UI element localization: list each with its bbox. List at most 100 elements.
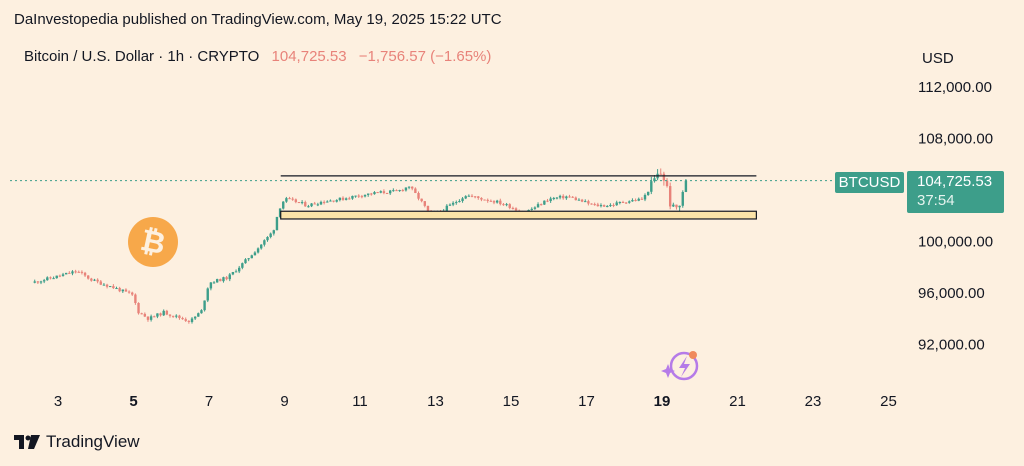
candle-body <box>64 272 68 275</box>
candle-body <box>615 202 618 206</box>
last-price: 104,725.53 <box>271 48 347 65</box>
candle-body <box>533 207 537 209</box>
candle-body <box>93 279 96 281</box>
candle-body <box>140 313 143 315</box>
candle-body <box>184 319 187 321</box>
candle-body <box>253 252 257 256</box>
tradingview-logo[interactable]: TradingView <box>14 432 140 452</box>
candle-body <box>631 200 634 202</box>
candle-body <box>678 205 681 208</box>
candle-body <box>83 272 87 276</box>
candle-body <box>492 201 496 203</box>
candle-body <box>423 201 427 206</box>
candle-body <box>499 200 502 205</box>
candle-body <box>168 314 172 316</box>
candle-body <box>228 274 231 280</box>
candle-body <box>319 201 323 205</box>
x-tick-label: 15 <box>503 393 520 410</box>
x-tick-label: 9 <box>280 393 288 410</box>
symbol-name[interactable]: Bitcoin / U.S. Dollar · 1h · CRYPTO <box>24 48 260 65</box>
candle-body <box>46 277 49 281</box>
candle-body <box>159 313 162 316</box>
candle-body <box>294 199 298 203</box>
candle-body <box>269 233 272 237</box>
y-tick-label: 96,000.00 <box>918 285 985 302</box>
x-tick-label: 5 <box>129 393 137 410</box>
price-axis-tag: 104,725.53 37:54 <box>907 171 1004 213</box>
candle-body <box>39 281 43 283</box>
candle-body <box>332 200 335 202</box>
candle-body <box>470 195 474 197</box>
candle-body <box>511 207 515 209</box>
candle-body <box>483 199 486 201</box>
candle-body <box>451 202 455 205</box>
candle-body <box>190 318 194 322</box>
candle-body <box>640 198 644 200</box>
x-tick-label: 7 <box>205 393 213 410</box>
candle-body <box>650 181 653 192</box>
candle-body <box>363 194 367 197</box>
price-tag-value: 104,725.53 <box>917 173 993 190</box>
y-tick-label: 100,000.00 <box>918 234 993 251</box>
x-tick-label: 17 <box>578 393 595 410</box>
candle-body <box>549 198 552 202</box>
candle-body <box>379 191 382 193</box>
candle-body <box>36 281 40 283</box>
candle-body <box>231 272 235 275</box>
candle-body <box>124 289 128 292</box>
candle-body <box>417 193 420 199</box>
candle-body <box>338 197 342 201</box>
candle-body <box>322 201 326 203</box>
candle-body <box>105 284 109 287</box>
candle-body <box>612 204 615 206</box>
sparkle-icon <box>661 364 675 378</box>
candle-body <box>153 316 156 318</box>
candle-body <box>42 280 46 282</box>
y-tick-label: 92,000.00 <box>918 337 985 354</box>
candle-body <box>672 204 675 207</box>
candle-body <box>568 196 571 198</box>
candle-body <box>162 310 165 316</box>
candle-body <box>112 286 115 289</box>
candle-body <box>234 271 238 273</box>
notification-dot-icon <box>689 351 697 359</box>
candle-body <box>55 275 58 279</box>
candle-body <box>344 198 348 200</box>
x-tick-label: 11 <box>352 393 368 410</box>
candle-body <box>668 186 672 207</box>
candle-body <box>508 204 511 208</box>
candle-body <box>407 186 411 188</box>
candle-body <box>546 200 549 202</box>
candle-body <box>99 281 102 285</box>
candle-body <box>376 192 379 194</box>
candle-body <box>49 277 52 279</box>
candle-body <box>395 190 398 192</box>
candle-body <box>297 202 301 204</box>
candle-body <box>357 195 360 197</box>
candle-body <box>200 310 203 314</box>
candle-body <box>477 196 480 198</box>
symbol-legend: Bitcoin / U.S. Dollar · 1h · CRYPTO 104,… <box>24 48 491 65</box>
candle-body <box>131 292 134 295</box>
candle-body <box>165 310 169 315</box>
ideas-lightning-icon[interactable] <box>661 351 699 381</box>
candle-body <box>260 244 263 249</box>
candle-body <box>609 204 612 207</box>
candle-body <box>33 281 36 283</box>
candle-body <box>121 289 125 292</box>
candle-body <box>156 313 159 317</box>
candle-body <box>275 216 279 231</box>
candle-body <box>445 205 449 211</box>
candle-body <box>662 173 666 181</box>
candle-body <box>621 201 625 203</box>
candle-body <box>348 198 351 200</box>
candle-body <box>360 196 364 198</box>
candle-body <box>149 316 153 320</box>
candle-body <box>335 200 338 202</box>
price-change: −1,756.57 (−1.65%) <box>358 48 492 65</box>
candle-body <box>118 288 121 292</box>
candle-body <box>244 259 247 264</box>
currency-label[interactable]: USD <box>922 50 954 67</box>
candle-body <box>505 204 508 206</box>
